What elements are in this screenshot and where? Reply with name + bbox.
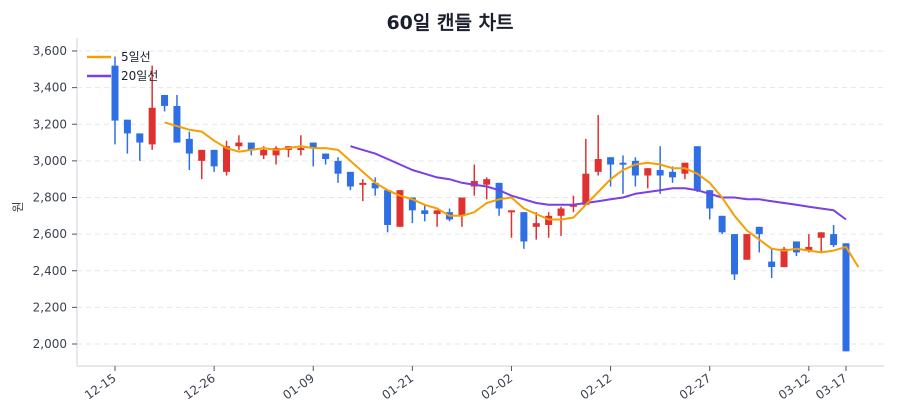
candle-up <box>359 182 367 185</box>
x-tick-label: 02-12 <box>578 371 615 402</box>
x-tick-label: 02-27 <box>677 371 714 402</box>
candle-down <box>384 190 392 225</box>
candle-down <box>607 157 615 165</box>
candle-down <box>136 133 144 143</box>
candle-up <box>582 173 590 205</box>
legend-label: 20일선 <box>121 69 158 83</box>
candle-down <box>730 234 738 275</box>
candle-down <box>334 160 342 174</box>
candle-down <box>309 142 317 149</box>
y-tick-label: 2,800 <box>33 191 67 205</box>
candle-down <box>421 210 429 214</box>
y-tick-label: 2,000 <box>33 337 67 351</box>
candle-down <box>842 243 850 352</box>
y-tick-label: 2,600 <box>33 227 67 241</box>
x-tick-label: 01-09 <box>280 371 317 402</box>
candle-down <box>706 190 714 209</box>
candle-down <box>768 261 776 268</box>
candle-down <box>792 241 800 253</box>
candle-down <box>111 65 119 121</box>
candle-down <box>247 142 255 150</box>
y-tick-label: 2,200 <box>33 300 67 314</box>
candle-up <box>817 232 825 238</box>
candle-up <box>458 197 466 216</box>
candle-up <box>198 149 206 161</box>
candle-up <box>507 210 515 213</box>
legend-label: 5일선 <box>121 50 151 64</box>
candle-down <box>520 212 528 242</box>
x-tick-label: 03-17 <box>813 371 850 402</box>
candle-down <box>669 171 677 178</box>
candle-down <box>371 182 379 189</box>
ma20-line <box>350 145 847 221</box>
y-tick-label: 3,200 <box>33 117 67 131</box>
candle-up <box>569 204 577 207</box>
ma5-line <box>164 121 860 268</box>
candle-down <box>718 215 726 233</box>
chart-title: 60일 캔들 차트 <box>386 12 514 34</box>
candle-down <box>619 162 627 165</box>
candle-down <box>161 94 169 106</box>
candle-up <box>148 107 156 145</box>
candle-up <box>433 210 441 214</box>
y-tick-label: 3,400 <box>33 81 67 95</box>
candle-down <box>346 171 354 187</box>
y-tick-label: 2,400 <box>33 264 67 278</box>
candle-up <box>644 168 652 176</box>
candle-up <box>557 208 565 216</box>
candle-down <box>408 197 416 211</box>
candle-down <box>755 226 763 235</box>
x-tick-label: 12-26 <box>181 371 218 402</box>
candle-up <box>223 146 231 172</box>
candle-down <box>185 138 193 154</box>
y-tick-label: 3,600 <box>33 44 67 58</box>
candle-down <box>123 119 131 134</box>
x-tick-label: 02-02 <box>479 371 516 402</box>
y-axis-label: 원 <box>11 201 25 212</box>
y-tick-label: 3,000 <box>33 154 67 168</box>
x-tick-label: 03-12 <box>776 371 813 402</box>
candle-up <box>272 148 280 156</box>
candle-up <box>396 190 404 227</box>
candle-down <box>830 234 838 246</box>
candle-up <box>260 149 268 156</box>
candle-down <box>495 182 503 209</box>
x-tick-label: 01-21 <box>379 371 416 402</box>
candle-down <box>656 170 664 176</box>
candle-down <box>173 105 181 143</box>
candle-up <box>805 246 813 251</box>
candle-up <box>235 142 243 147</box>
candle-up <box>743 234 751 260</box>
candle-down <box>693 146 701 191</box>
candle-down <box>210 149 218 167</box>
candle-up <box>780 248 788 268</box>
candle-up <box>483 179 491 185</box>
x-tick-label: 12-15 <box>82 371 119 402</box>
candle-down <box>322 153 330 160</box>
candle-down <box>631 160 639 176</box>
candle-up <box>532 223 540 227</box>
candle-up <box>297 148 305 151</box>
candle-up <box>594 159 602 172</box>
